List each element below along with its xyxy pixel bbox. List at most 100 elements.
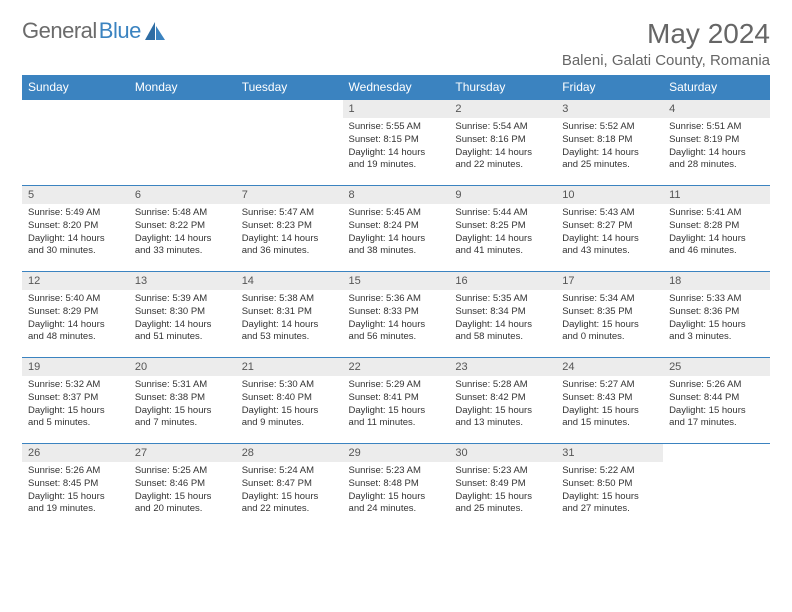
daylight-line1: Daylight: 15 hours [349, 491, 444, 504]
day-number: 16 [449, 272, 556, 290]
daylight-line2: and 58 minutes. [455, 331, 550, 344]
day-header: Wednesday [343, 75, 450, 100]
calendar-week: 26Sunrise: 5:26 AMSunset: 8:45 PMDayligh… [22, 444, 770, 530]
day-number: 17 [556, 272, 663, 290]
day-content: Sunrise: 5:30 AMSunset: 8:40 PMDaylight:… [236, 376, 343, 436]
calendar-cell: 23Sunrise: 5:28 AMSunset: 8:42 PMDayligh… [449, 358, 556, 444]
day-content: Sunrise: 5:24 AMSunset: 8:47 PMDaylight:… [236, 462, 343, 522]
day-content: Sunrise: 5:26 AMSunset: 8:44 PMDaylight:… [663, 376, 770, 436]
calendar-cell: 18Sunrise: 5:33 AMSunset: 8:36 PMDayligh… [663, 272, 770, 358]
daylight-line1: Daylight: 14 hours [349, 147, 444, 160]
sunrise-text: Sunrise: 5:51 AM [669, 121, 764, 134]
day-content: Sunrise: 5:52 AMSunset: 8:18 PMDaylight:… [556, 118, 663, 178]
day-number: 9 [449, 186, 556, 204]
sunset-text: Sunset: 8:24 PM [349, 220, 444, 233]
sunrise-text: Sunrise: 5:25 AM [135, 465, 230, 478]
sunset-text: Sunset: 8:49 PM [455, 478, 550, 491]
day-number: 21 [236, 358, 343, 376]
sunset-text: Sunset: 8:23 PM [242, 220, 337, 233]
calendar-cell: 22Sunrise: 5:29 AMSunset: 8:41 PMDayligh… [343, 358, 450, 444]
sunrise-text: Sunrise: 5:24 AM [242, 465, 337, 478]
sunset-text: Sunset: 8:19 PM [669, 134, 764, 147]
daylight-line1: Daylight: 15 hours [242, 405, 337, 418]
daylight-line2: and 20 minutes. [135, 503, 230, 516]
calendar-week: 5Sunrise: 5:49 AMSunset: 8:20 PMDaylight… [22, 186, 770, 272]
daylight-line2: and 30 minutes. [28, 245, 123, 258]
sunrise-text: Sunrise: 5:43 AM [562, 207, 657, 220]
daylight-line2: and 41 minutes. [455, 245, 550, 258]
sunrise-text: Sunrise: 5:38 AM [242, 293, 337, 306]
daylight-line1: Daylight: 14 hours [28, 319, 123, 332]
sunset-text: Sunset: 8:27 PM [562, 220, 657, 233]
day-content: Sunrise: 5:34 AMSunset: 8:35 PMDaylight:… [556, 290, 663, 350]
calendar-cell: 6Sunrise: 5:48 AMSunset: 8:22 PMDaylight… [129, 186, 236, 272]
sunset-text: Sunset: 8:34 PM [455, 306, 550, 319]
sunset-text: Sunset: 8:20 PM [28, 220, 123, 233]
daylight-line1: Daylight: 15 hours [562, 319, 657, 332]
sunrise-text: Sunrise: 5:48 AM [135, 207, 230, 220]
day-content: Sunrise: 5:44 AMSunset: 8:25 PMDaylight:… [449, 204, 556, 264]
day-number: 14 [236, 272, 343, 290]
daylight-line1: Daylight: 14 hours [562, 233, 657, 246]
day-content: Sunrise: 5:28 AMSunset: 8:42 PMDaylight:… [449, 376, 556, 436]
brand-logo: GeneralBlue [22, 18, 167, 44]
day-header-row: SundayMondayTuesdayWednesdayThursdayFrid… [22, 75, 770, 100]
calendar-cell: 2Sunrise: 5:54 AMSunset: 8:16 PMDaylight… [449, 100, 556, 186]
day-number: 28 [236, 444, 343, 462]
daylight-line1: Daylight: 15 hours [455, 405, 550, 418]
day-content: Sunrise: 5:25 AMSunset: 8:46 PMDaylight:… [129, 462, 236, 522]
daylight-line2: and 22 minutes. [455, 159, 550, 172]
day-content: Sunrise: 5:54 AMSunset: 8:16 PMDaylight:… [449, 118, 556, 178]
sunset-text: Sunset: 8:44 PM [669, 392, 764, 405]
daylight-line1: Daylight: 14 hours [562, 147, 657, 160]
calendar-cell: 26Sunrise: 5:26 AMSunset: 8:45 PMDayligh… [22, 444, 129, 530]
day-content: Sunrise: 5:41 AMSunset: 8:28 PMDaylight:… [663, 204, 770, 264]
calendar-cell: 13Sunrise: 5:39 AMSunset: 8:30 PMDayligh… [129, 272, 236, 358]
day-content: Sunrise: 5:36 AMSunset: 8:33 PMDaylight:… [343, 290, 450, 350]
day-number: 4 [663, 100, 770, 118]
calendar-cell: 30Sunrise: 5:23 AMSunset: 8:49 PMDayligh… [449, 444, 556, 530]
day-number: 18 [663, 272, 770, 290]
calendar-body: 1Sunrise: 5:55 AMSunset: 8:15 PMDaylight… [22, 100, 770, 530]
sunrise-text: Sunrise: 5:22 AM [562, 465, 657, 478]
calendar-cell: 8Sunrise: 5:45 AMSunset: 8:24 PMDaylight… [343, 186, 450, 272]
day-number: 2 [449, 100, 556, 118]
brand-name-1: General [22, 18, 97, 44]
sunset-text: Sunset: 8:37 PM [28, 392, 123, 405]
calendar-week: 12Sunrise: 5:40 AMSunset: 8:29 PMDayligh… [22, 272, 770, 358]
sunset-text: Sunset: 8:18 PM [562, 134, 657, 147]
day-content: Sunrise: 5:22 AMSunset: 8:50 PMDaylight:… [556, 462, 663, 522]
sunset-text: Sunset: 8:38 PM [135, 392, 230, 405]
daylight-line1: Daylight: 14 hours [242, 233, 337, 246]
daylight-line2: and 43 minutes. [562, 245, 657, 258]
calendar-cell [129, 100, 236, 186]
daylight-line2: and 25 minutes. [562, 159, 657, 172]
day-number: 1 [343, 100, 450, 118]
daylight-line2: and 36 minutes. [242, 245, 337, 258]
calendar-week: 1Sunrise: 5:55 AMSunset: 8:15 PMDaylight… [22, 100, 770, 186]
day-number: 29 [343, 444, 450, 462]
sunrise-text: Sunrise: 5:27 AM [562, 379, 657, 392]
sunset-text: Sunset: 8:31 PM [242, 306, 337, 319]
sunset-text: Sunset: 8:22 PM [135, 220, 230, 233]
calendar-cell: 10Sunrise: 5:43 AMSunset: 8:27 PMDayligh… [556, 186, 663, 272]
calendar-cell: 15Sunrise: 5:36 AMSunset: 8:33 PMDayligh… [343, 272, 450, 358]
sunset-text: Sunset: 8:29 PM [28, 306, 123, 319]
day-content: Sunrise: 5:43 AMSunset: 8:27 PMDaylight:… [556, 204, 663, 264]
sunrise-text: Sunrise: 5:47 AM [242, 207, 337, 220]
day-content: Sunrise: 5:29 AMSunset: 8:41 PMDaylight:… [343, 376, 450, 436]
sunset-text: Sunset: 8:15 PM [349, 134, 444, 147]
title-block: May 2024 Baleni, Galati County, Romania [562, 18, 770, 69]
sunset-text: Sunset: 8:30 PM [135, 306, 230, 319]
calendar-week: 19Sunrise: 5:32 AMSunset: 8:37 PMDayligh… [22, 358, 770, 444]
day-number: 19 [22, 358, 129, 376]
calendar-cell: 1Sunrise: 5:55 AMSunset: 8:15 PMDaylight… [343, 100, 450, 186]
daylight-line1: Daylight: 15 hours [135, 405, 230, 418]
day-content: Sunrise: 5:31 AMSunset: 8:38 PMDaylight:… [129, 376, 236, 436]
calendar-cell: 16Sunrise: 5:35 AMSunset: 8:34 PMDayligh… [449, 272, 556, 358]
sunset-text: Sunset: 8:45 PM [28, 478, 123, 491]
day-header: Thursday [449, 75, 556, 100]
sunset-text: Sunset: 8:16 PM [455, 134, 550, 147]
daylight-line2: and 24 minutes. [349, 503, 444, 516]
sunset-text: Sunset: 8:42 PM [455, 392, 550, 405]
